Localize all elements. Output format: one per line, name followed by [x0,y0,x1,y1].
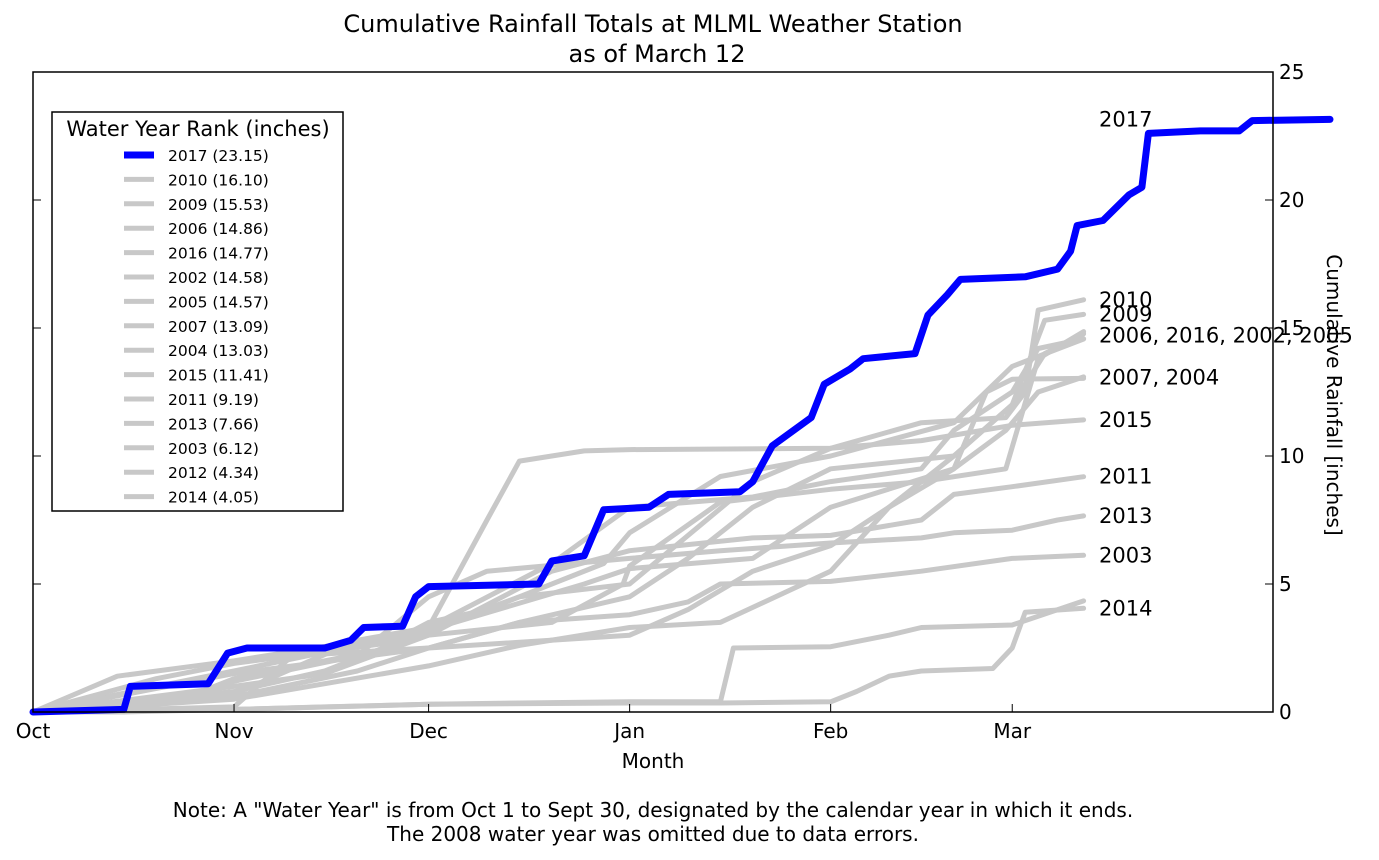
series-line-2007 [30,374,1087,715]
legend-entry-label: 2012 (4.34) [168,464,259,482]
end-label: 2009 [1099,302,1152,326]
end-label: 2013 [1099,504,1152,528]
x-tick-label: Feb [813,719,848,743]
chart-title: Cumulative Rainfall Totals at MLML Weath… [343,10,962,38]
legend-entry-label: 2017 (23.15) [168,147,269,165]
legend-entry-label: 2013 (7.66) [168,415,259,433]
legend-entry-label: 2009 (15.53) [168,196,269,214]
y-tick-label: 10 [1279,444,1304,468]
y-tick-label: 0 [1279,700,1292,724]
legend-entries: 2017 (23.15) 2010 (16.10) 2009 (15.53) 2006… [124,147,269,507]
legend-entry-label: 2004 (13.03) [168,342,269,360]
chart-subtitle: as of March 12 [569,40,746,68]
legend-entry-label: 2003 (6.12) [168,440,259,458]
legend-box [51,111,344,512]
end-label: 2007, 2004 [1099,366,1219,390]
legend-entry-label: 2014 (4.05) [168,489,259,507]
legend-entry-label: 2016 (14.77) [168,245,269,263]
legend-entry-label: 2007 (13.09) [168,318,269,336]
x-tick-label: Dec [409,719,448,743]
legend-entry-label: 2010 (16.10) [168,171,269,189]
note-line-2: The 2008 water year was omitted due to d… [386,822,919,846]
note-line-1: Note: A "Water Year" is from Oct 1 to Se… [173,798,1133,822]
end-label: 2014 [1099,596,1152,620]
series-layer [29,115,1334,716]
legend-entry-label: 2015 (11.41) [168,367,269,385]
y-tick-label: 25 [1279,60,1304,84]
series-line-2017 [29,115,1334,716]
end-label: 2011 [1099,465,1152,489]
x-tick-label: Jan [612,719,645,743]
end-label: 2006, 2016, 2002, 2005 [1099,324,1353,348]
end-label: 2015 [1099,408,1152,432]
end-label: 2003 [1099,543,1152,567]
x-tick-label: Mar [993,719,1032,743]
legend-entry-label: 2005 (14.57) [168,293,269,311]
y-axis-label: Cumulative Rainfall [inches] [1322,254,1346,535]
x-axis-label: Month [622,749,685,773]
legend: Water Year Rank (inches) 2017 (23.15)201… [51,111,344,512]
series-line-2011 [30,474,1087,715]
series-line-2009 [30,311,1087,715]
y-tick-label: 5 [1279,572,1292,596]
series-line-2015 [30,417,1087,715]
series-line-2003 [30,552,1087,715]
plot-frame [32,71,1274,713]
legend-entry-label: 2011 (9.19) [168,391,259,409]
y-tick-label: 15 [1279,316,1304,340]
x-tick-label: Nov [215,719,254,743]
legend-entry-label: 2002 (14.58) [168,269,269,287]
x-axis: Oct Nov Dec Jan Feb Mar [16,704,1032,743]
y-axis: 0 5 10 15 20 25 [33,60,1304,724]
end-label: 2010 [1099,288,1152,312]
series-line-2006 [30,329,1087,715]
y-tick-label: 20 [1279,188,1304,212]
end-label: 2017 [1099,107,1152,131]
x-tick-label: Oct [16,719,51,743]
legend-title: Water Year Rank (inches) [66,117,329,141]
legend-entry-label: 2006 (14.86) [168,220,269,238]
